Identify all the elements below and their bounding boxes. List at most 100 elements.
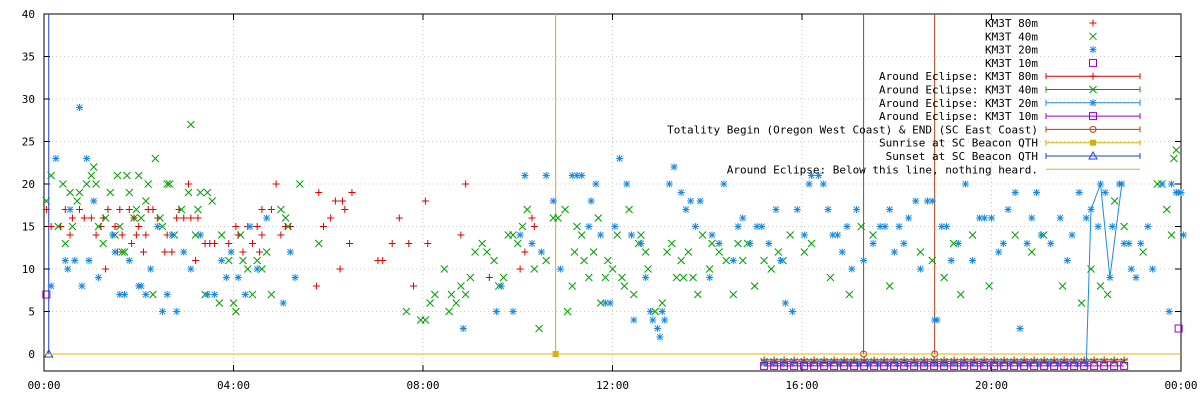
data-point	[61, 257, 69, 264]
data-point	[940, 359, 948, 367]
data-point	[1174, 324, 1183, 333]
data-point	[1016, 325, 1024, 332]
data-point	[746, 240, 754, 247]
data-point	[665, 180, 673, 188]
data-point	[388, 240, 396, 247]
data-point	[187, 265, 195, 273]
data-point	[885, 282, 894, 290]
legend-marker	[1089, 32, 1097, 41]
data-point	[860, 357, 868, 366]
data-point	[637, 231, 645, 239]
data-point	[840, 357, 848, 366]
data-point	[68, 222, 77, 231]
y-tick-label: 15	[22, 221, 35, 234]
data-point	[83, 155, 91, 162]
data-point	[163, 180, 172, 188]
data-point	[542, 256, 551, 265]
data-point	[1110, 357, 1119, 366]
data-point	[649, 316, 657, 324]
x-tick-label: 00:00	[27, 379, 60, 392]
data-point	[1167, 231, 1176, 239]
data-point	[1137, 240, 1145, 247]
data-point	[518, 222, 527, 231]
data-point	[90, 197, 98, 205]
data-point	[855, 359, 863, 367]
data-point	[232, 307, 240, 316]
data-point	[753, 223, 761, 230]
data-point	[679, 273, 688, 282]
data-point	[672, 273, 681, 282]
data-point	[916, 248, 925, 256]
legend-marker	[1089, 125, 1097, 133]
data-point	[750, 282, 759, 290]
data-point	[92, 180, 100, 188]
data-point	[82, 180, 91, 188]
data-point	[75, 188, 84, 197]
data-point	[980, 214, 988, 222]
data-point	[770, 361, 779, 370]
data-point	[1010, 361, 1019, 370]
data-point	[760, 361, 769, 370]
data-point	[111, 223, 119, 230]
data-point	[457, 231, 465, 239]
data-point	[734, 223, 742, 230]
data-point	[537, 248, 545, 256]
data-point	[521, 248, 529, 256]
data-point	[1020, 361, 1029, 370]
data-point	[592, 180, 600, 188]
data-point	[120, 248, 129, 256]
data-point	[954, 240, 962, 247]
data-point	[765, 240, 773, 247]
data-point	[516, 231, 524, 239]
data-point	[483, 248, 491, 256]
data-point	[1090, 357, 1099, 366]
data-point	[970, 361, 979, 370]
data-point	[646, 308, 654, 315]
data-point	[677, 256, 686, 265]
data-point	[485, 274, 493, 281]
data-point	[772, 206, 780, 213]
data-point	[341, 206, 349, 213]
data-point	[208, 197, 217, 205]
data-point	[663, 248, 671, 256]
data-point	[830, 361, 839, 370]
data-point	[950, 357, 958, 366]
data-point	[594, 214, 603, 222]
data-point	[1068, 231, 1076, 239]
data-point	[530, 265, 539, 273]
x-tick-label: 08:00	[406, 379, 439, 392]
data-point	[104, 206, 112, 213]
data-point	[154, 223, 162, 230]
data-point	[1058, 282, 1067, 290]
data-point	[59, 180, 67, 188]
data-point	[950, 361, 959, 370]
data-point	[976, 214, 984, 222]
data-point	[73, 197, 82, 205]
data-point	[128, 240, 136, 247]
data-point	[85, 257, 93, 264]
data-point	[807, 359, 815, 367]
data-point	[312, 282, 320, 290]
data-point	[1025, 359, 1033, 367]
data-point	[253, 265, 261, 273]
legend-label: Around Eclipse: KM3T 20m	[879, 97, 1038, 110]
data-point	[521, 172, 529, 179]
data-point	[912, 197, 920, 205]
data-point	[338, 197, 346, 205]
data-point	[800, 248, 809, 256]
data-point	[272, 180, 280, 188]
data-point	[227, 248, 235, 256]
data-point	[584, 273, 593, 282]
data-point	[168, 231, 176, 239]
data-point	[829, 231, 837, 239]
data-point	[890, 248, 898, 256]
data-point	[770, 359, 778, 367]
data-point	[132, 205, 141, 214]
data-point	[587, 197, 595, 205]
data-point	[940, 361, 949, 370]
legend-marker	[1089, 99, 1097, 107]
data-point	[895, 223, 903, 230]
data-point	[1132, 274, 1140, 281]
data-point	[1139, 248, 1147, 256]
